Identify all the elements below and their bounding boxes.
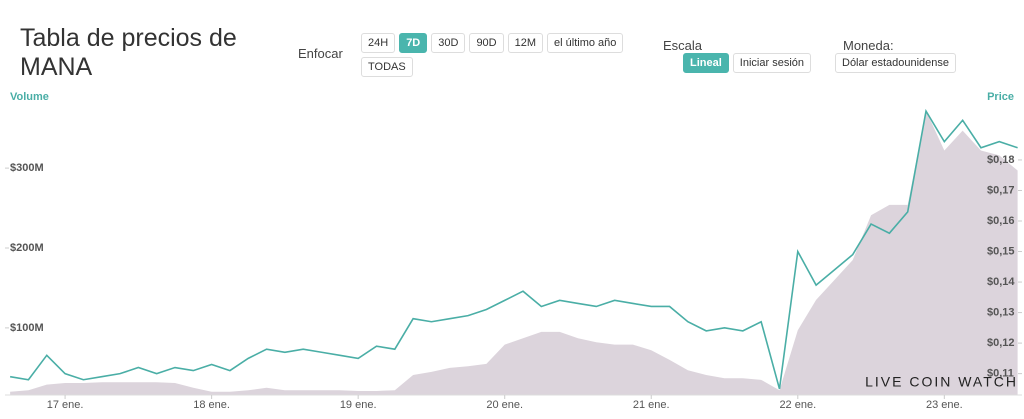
button[interactable]: 7D <box>399 33 428 53</box>
x-tick-label: 23 ene. <box>926 399 963 411</box>
x-tick-label: 19 ene. <box>340 399 377 411</box>
y2-axis-title: Price <box>987 91 1014 103</box>
scale-buttons: Lineal Iniciar sesión <box>683 53 811 73</box>
scale-label: Escala <box>663 38 703 53</box>
volume-area <box>10 110 1018 395</box>
y-tick-label: $300M <box>10 162 44 174</box>
x-tick-label: 20 ene. <box>486 399 523 411</box>
button[interactable]: TODAS <box>361 57 413 77</box>
y2-tick-label: $0,15 <box>987 245 1015 257</box>
button[interactable]: el último año <box>547 33 624 53</box>
watermark: LIVE COIN WATCH <box>865 374 1018 390</box>
y2-tick-label: $0,16 <box>987 215 1015 227</box>
y2-tick-label: $0,13 <box>987 306 1015 318</box>
button[interactable]: 12M <box>507 33 544 53</box>
currency-select[interactable]: Dólar estadounidense <box>835 53 957 73</box>
x-tick-label: 22 ene. <box>779 399 816 411</box>
y2-tick-label: $0,11 <box>987 368 1014 380</box>
currency-label: Moneda: <box>843 38 894 53</box>
button[interactable]: Iniciar sesión <box>732 53 811 73</box>
button[interactable]: 90D <box>469 33 504 53</box>
zoom-buttons: 24H 7D 30D 90D 12M el último año TODAS <box>361 33 626 77</box>
page-title: Tabla de precios de MANA <box>20 24 237 81</box>
y2-tick-label: $0,17 <box>987 184 1015 196</box>
zoom-label: Enfocar <box>298 46 343 61</box>
x-tick-label: 17 ene. <box>47 399 84 411</box>
button[interactable]: Lineal <box>683 53 729 73</box>
y2-tick-label: $0,12 <box>987 337 1015 349</box>
y-axis-title: Volume <box>10 91 49 103</box>
button[interactable]: 30D <box>431 33 466 53</box>
button[interactable]: 24H <box>361 33 396 53</box>
x-tick-label: 21 ene. <box>633 399 670 411</box>
y-tick-label: $200M <box>10 242 44 254</box>
x-tick-label: 18 ene. <box>193 399 230 411</box>
y-tick-label: $100M <box>10 322 44 334</box>
price-line <box>9 108 1018 390</box>
y2-tick-label: $0,14 <box>987 276 1015 288</box>
y2-tick-label: $0,18 <box>987 154 1015 166</box>
